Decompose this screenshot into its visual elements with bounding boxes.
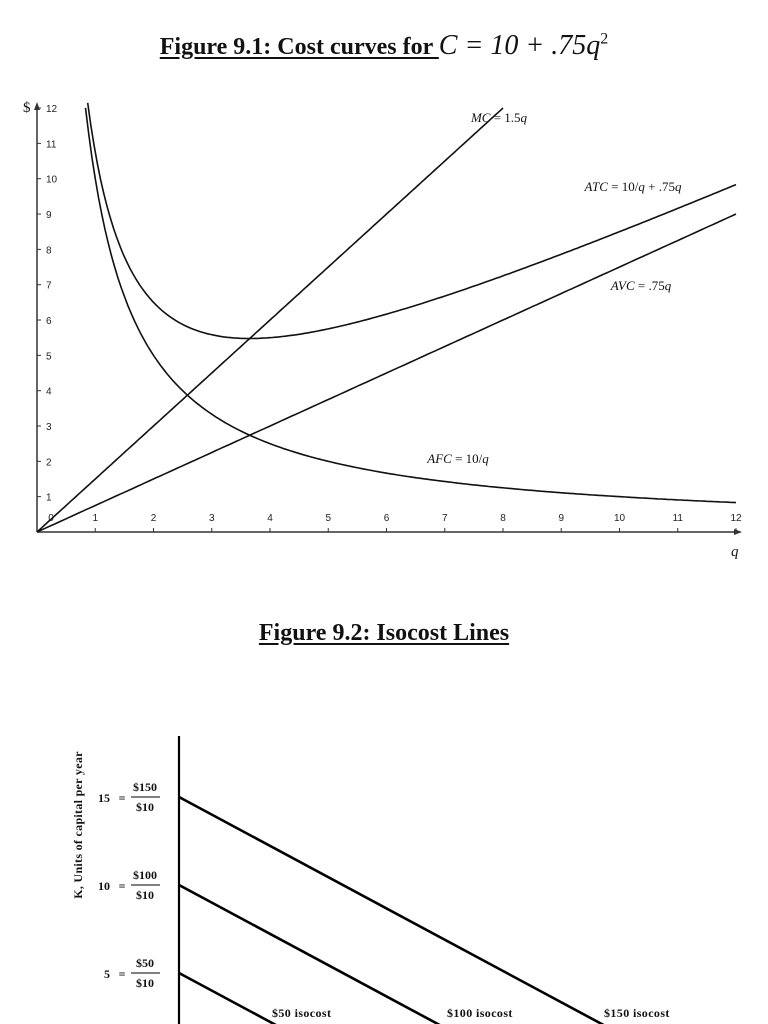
k-tick-numerator: $50 [136,956,154,970]
k-tick-numerator: $100 [133,868,157,882]
x-tick-label: 2 [151,513,157,524]
x-tick-label: 9 [558,513,564,524]
y-tick-label: 2 [46,457,52,468]
curve-label-atc: ATC = 10/q + .75q [584,179,682,194]
curve-label-afc: AFC = 10/q [426,451,489,466]
isocost-line-15 [178,795,605,1024]
k-axis-label: K, Units of capital per year [71,751,85,899]
isocost-label-5: $50 isocost [272,1006,331,1020]
k-tick-denominator: $10 [136,800,154,814]
y-tick-label: 5 [46,351,52,362]
x-tick-label: 10 [614,513,626,524]
y-tick-label: 3 [46,422,52,433]
k-tick-value: 15 [98,791,110,805]
y-tick-label: 6 [46,316,52,327]
x-tick-label: 12 [730,513,742,524]
y-tick-label: 4 [46,387,52,398]
y-tick-label: 1 [46,493,52,504]
x-tick-label: 1 [92,513,98,524]
figure-9-2-title-text: Figure 9.2: Isocost Lines [258,620,510,646]
equals-sign: = [119,879,126,893]
isocost-line-5 [178,971,277,1024]
curve-mc [36,107,504,533]
x-tick-label: 11 [673,513,684,524]
curve-label-mc: MC = 1.5q [470,110,528,125]
y-tick-label: 8 [46,245,52,256]
curve-label-avc: AVC = .75q [610,278,672,293]
curve-atc [86,102,737,340]
y-tick-label: 11 [46,139,57,150]
isocost-label-15: $150 isocost [604,1006,670,1020]
equals-sign: = [119,791,126,805]
k-tick-numerator: $150 [133,780,157,794]
y-tick-label: 7 [46,281,52,292]
k-tick-5: 5 = $50 $10 [104,956,160,990]
figure-9-1-title: Figure 9.1: Cost curves for C = 10 + .75… [0,30,768,62]
figure-9-1-title-equation: C = 10 + .75q2 [438,30,609,61]
curve-avc [36,213,737,533]
k-tick-value: 10 [98,879,110,893]
k-tick-value: 5 [104,967,110,981]
x-tick-label: 4 [267,513,273,524]
isocost-label-10: $100 isocost [447,1006,513,1020]
k-tick-15: 15 = $150 $10 [98,780,160,814]
x-tick-label: 7 [442,513,448,524]
x-tick-label: 6 [384,513,390,524]
figure-9-1-title-text: Figure 9.1: Cost curves for [159,34,439,60]
k-tick-denominator: $10 [136,976,154,990]
x-tick-label: 5 [325,513,331,524]
x-axis-label: q [731,544,739,560]
k-tick-10: 10 = $100 $10 [98,868,160,902]
y-tick-label: 10 [46,175,58,186]
equals-sign: = [119,967,126,981]
k-tick-denominator: $10 [136,888,154,902]
y-tick-label: 12 [46,104,58,115]
y-axis-label: $ [23,100,31,116]
x-tick-label: 3 [209,513,215,524]
y-tick-label: 9 [46,210,52,221]
curve-afc [84,107,737,504]
figure-9-2-title: Figure 9.2: Isocost Lines [0,620,768,647]
x-tick-label: 8 [500,513,506,524]
isocost-line-10 [178,883,441,1024]
